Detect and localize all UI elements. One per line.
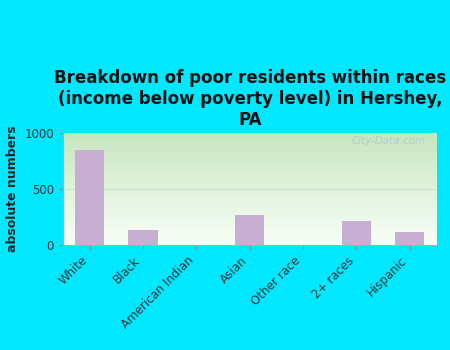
Title: Breakdown of poor residents within races
(income below poverty level) in Hershey: Breakdown of poor residents within races…	[54, 69, 446, 129]
Text: City-Data.com: City-Data.com	[351, 136, 425, 146]
Bar	[235, 215, 265, 245]
Bar	[342, 222, 371, 245]
Bar	[395, 232, 424, 245]
Bar	[128, 230, 158, 245]
Bar	[75, 150, 104, 245]
Y-axis label: absolute numbers: absolute numbers	[6, 126, 19, 252]
